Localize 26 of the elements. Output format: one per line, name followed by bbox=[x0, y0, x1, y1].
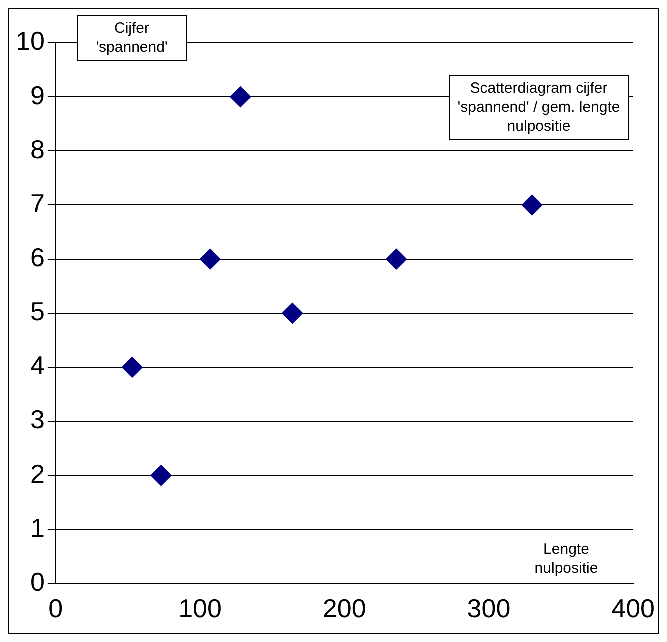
point bbox=[230, 86, 252, 108]
x-tick-label: 200 bbox=[322, 594, 366, 624]
point bbox=[386, 248, 408, 270]
x-tick-label: 0 bbox=[48, 594, 64, 624]
y-tick-label: 3 bbox=[30, 404, 45, 435]
x-axis-title: Lengte nulpositie bbox=[534, 540, 600, 578]
y-tick-label: 10 bbox=[16, 26, 45, 56]
point bbox=[522, 194, 543, 216]
point bbox=[122, 356, 143, 378]
y-tick-label: 7 bbox=[30, 188, 45, 218]
point bbox=[200, 248, 221, 270]
y-tick-label: 6 bbox=[30, 242, 45, 272]
y-tick-label: 4 bbox=[30, 350, 45, 381]
y-tick-label: 8 bbox=[30, 134, 45, 164]
y-tick-label: 1 bbox=[30, 512, 45, 543]
text: Scatterdiagram cijfer 'spannend' / gem. lengte nulpositie bbox=[449, 75, 629, 140]
x-tick-label: 100 bbox=[178, 594, 222, 624]
x-tick-label: 300 bbox=[467, 594, 511, 624]
y-tick-label: 0 bbox=[30, 566, 45, 597]
point bbox=[282, 302, 304, 324]
x-tick-label: 400 bbox=[612, 594, 656, 624]
point bbox=[150, 465, 172, 486]
y-axis-title: Cijfer 'spannend' bbox=[77, 15, 187, 61]
y-tick-label: 5 bbox=[30, 296, 45, 327]
y-tick-label: 9 bbox=[30, 80, 45, 110]
y-tick-label: 2 bbox=[30, 458, 45, 489]
